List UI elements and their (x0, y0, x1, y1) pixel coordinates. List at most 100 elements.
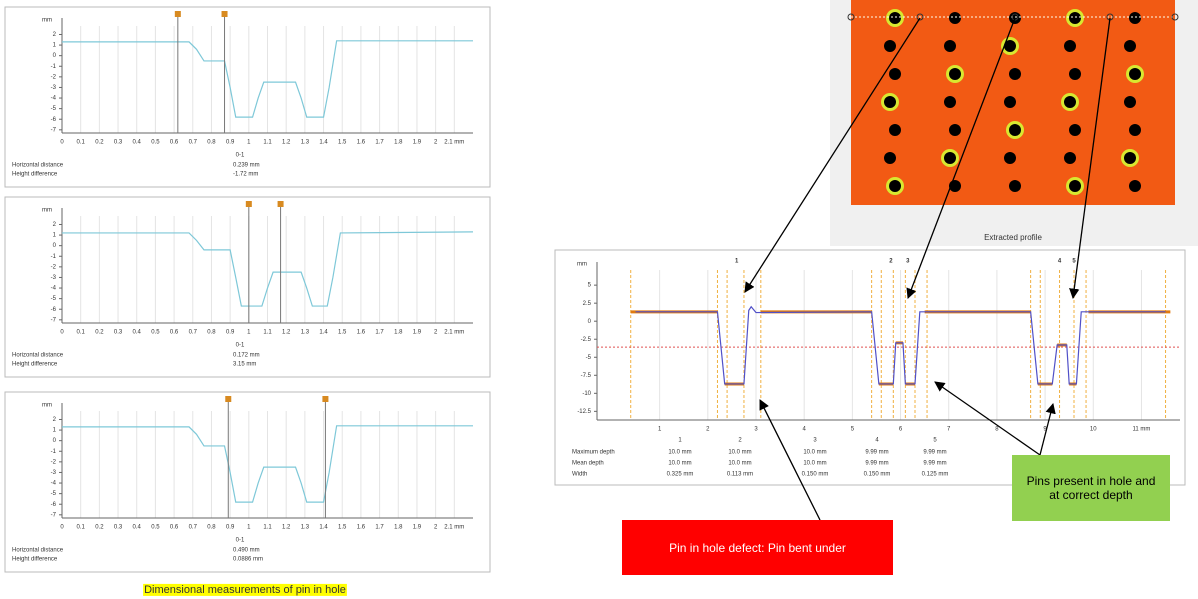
x-tick-label: 0.3 (114, 525, 123, 531)
x-tick-label: 1.4 (319, 525, 328, 531)
y-unit: mm (42, 208, 52, 214)
x-tick-label: 10 (1090, 427, 1097, 433)
measurement-label: 0-1 (236, 153, 245, 159)
y-tick-label: -6 (51, 117, 57, 123)
x-tick-label: 1.9 (413, 525, 422, 531)
y-tick-label: -4 (51, 286, 57, 292)
hole (1004, 96, 1016, 108)
measurement-value: 0.239 mm (233, 163, 260, 169)
x-tick-label: 0.4 (133, 525, 142, 531)
hole (1129, 68, 1141, 80)
hole (944, 152, 956, 164)
table-cell: 0.150 mm (802, 472, 829, 478)
table-cell: 9.99 mm (923, 450, 946, 456)
table-row-label: Maximum depth (572, 450, 615, 456)
hole (1009, 68, 1021, 80)
x-tick-label: 0.9 (226, 330, 235, 336)
x-tick-label: 11 mm (1133, 427, 1151, 433)
x-tick-label: 0.6 (170, 525, 179, 531)
y-tick-label: -7 (51, 317, 57, 323)
y-tick-label: -1 (51, 254, 57, 260)
x-tick-label: 1.2 (282, 525, 291, 531)
caption: Dimensional measurements of pin in hole (144, 584, 346, 596)
hole (884, 40, 896, 52)
measurement-name: Horizontal distance (12, 163, 64, 169)
y-tick-label: -3 (51, 85, 57, 91)
x-tick-label: 0.6 (170, 330, 179, 336)
hole (1069, 180, 1081, 192)
y-tick-label: -1 (51, 64, 57, 70)
x-tick-label: 0.9 (226, 525, 235, 531)
x-tick-label: 1.2 (282, 330, 291, 336)
x-tick-label: 0.8 (207, 330, 216, 336)
x-tick-label: 0.5 (151, 330, 160, 336)
x-tick-label: 1.8 (394, 330, 403, 336)
table-cell: 10.0 mm (803, 450, 826, 456)
y-tick-label: -7.5 (581, 373, 592, 379)
x-tick-label: 0.7 (189, 330, 198, 336)
hole (949, 12, 961, 24)
y-tick-label: -4 (51, 96, 57, 102)
y-tick-label: -3 (51, 470, 57, 476)
x-tick-label: 1.8 (394, 140, 403, 146)
y-tick-label: -12.5 (577, 409, 591, 415)
x-tick-label: 1.7 (375, 330, 384, 336)
x-tick-label: 0.1 (77, 140, 86, 146)
table-cell: 9.99 mm (865, 461, 888, 467)
hole (889, 124, 901, 136)
x-tick-label: 0.4 (133, 140, 142, 146)
y-tick-label: -4 (51, 481, 57, 487)
x-tick-label: 1.1 (263, 330, 272, 336)
y-tick-label: -6 (51, 307, 57, 313)
measurement-label: 0-1 (236, 343, 245, 349)
x-tick-label: 0.2 (95, 140, 104, 146)
hole (1124, 152, 1136, 164)
x-tick-label: 0.5 (151, 525, 160, 531)
x-tick-label: 0.8 (207, 525, 216, 531)
x-tick-label: 0.8 (207, 140, 216, 146)
table-row-label: Width (572, 472, 587, 478)
cursor-handle (278, 201, 284, 207)
hole (884, 96, 896, 108)
hole (1129, 12, 1141, 24)
table-cell: 10.0 mm (728, 461, 751, 467)
x-tick-label: 2.1 mm (444, 525, 464, 531)
page: Extracted profile Dimensional measuremen… (0, 0, 1198, 599)
table-cell: 10.0 mm (668, 461, 691, 467)
table-cell: 9.99 mm (865, 450, 888, 456)
hole (949, 68, 961, 80)
x-tick-label: 1.1 (263, 525, 272, 531)
hole (889, 180, 901, 192)
x-tick-label: 1.8 (394, 525, 403, 531)
y-tick-label: -5 (51, 106, 57, 112)
y-tick-label: -5 (586, 355, 592, 361)
x-tick-label: 1.9 (413, 330, 422, 336)
defect-callout: Pin in hole defect: Pin bent under (622, 520, 893, 575)
cursor-handle (322, 396, 328, 402)
measurement-label: 0-1 (236, 538, 245, 544)
x-tick-label: 0.5 (151, 140, 160, 146)
hole (949, 124, 961, 136)
x-tick-label: 0.3 (114, 140, 123, 146)
x-tick-label: 0.2 (95, 330, 104, 336)
table-cell: 10.0 mm (668, 450, 691, 456)
table-cell: 0.150 mm (864, 472, 891, 478)
hole (1129, 180, 1141, 192)
x-tick-label: 0.7 (189, 140, 198, 146)
x-tick-label: 1.3 (301, 140, 310, 146)
x-tick-label: 0.9 (226, 140, 235, 146)
x-tick-label: 1.3 (301, 330, 310, 336)
x-tick-label: 1.5 (338, 525, 347, 531)
table-cell: 9.99 mm (923, 461, 946, 467)
x-tick-label: 1.9 (413, 140, 422, 146)
table-cell: 0.113 mm (727, 472, 753, 478)
cursor-handle (246, 201, 252, 207)
measurement-name: Height difference (12, 172, 58, 178)
hole (944, 40, 956, 52)
y-tick-label: -2 (51, 459, 57, 465)
x-tick-label: 2.1 mm (444, 330, 464, 336)
x-tick-label: 1.5 (338, 330, 347, 336)
hole (1064, 152, 1076, 164)
hole (1124, 96, 1136, 108)
hole (884, 152, 896, 164)
